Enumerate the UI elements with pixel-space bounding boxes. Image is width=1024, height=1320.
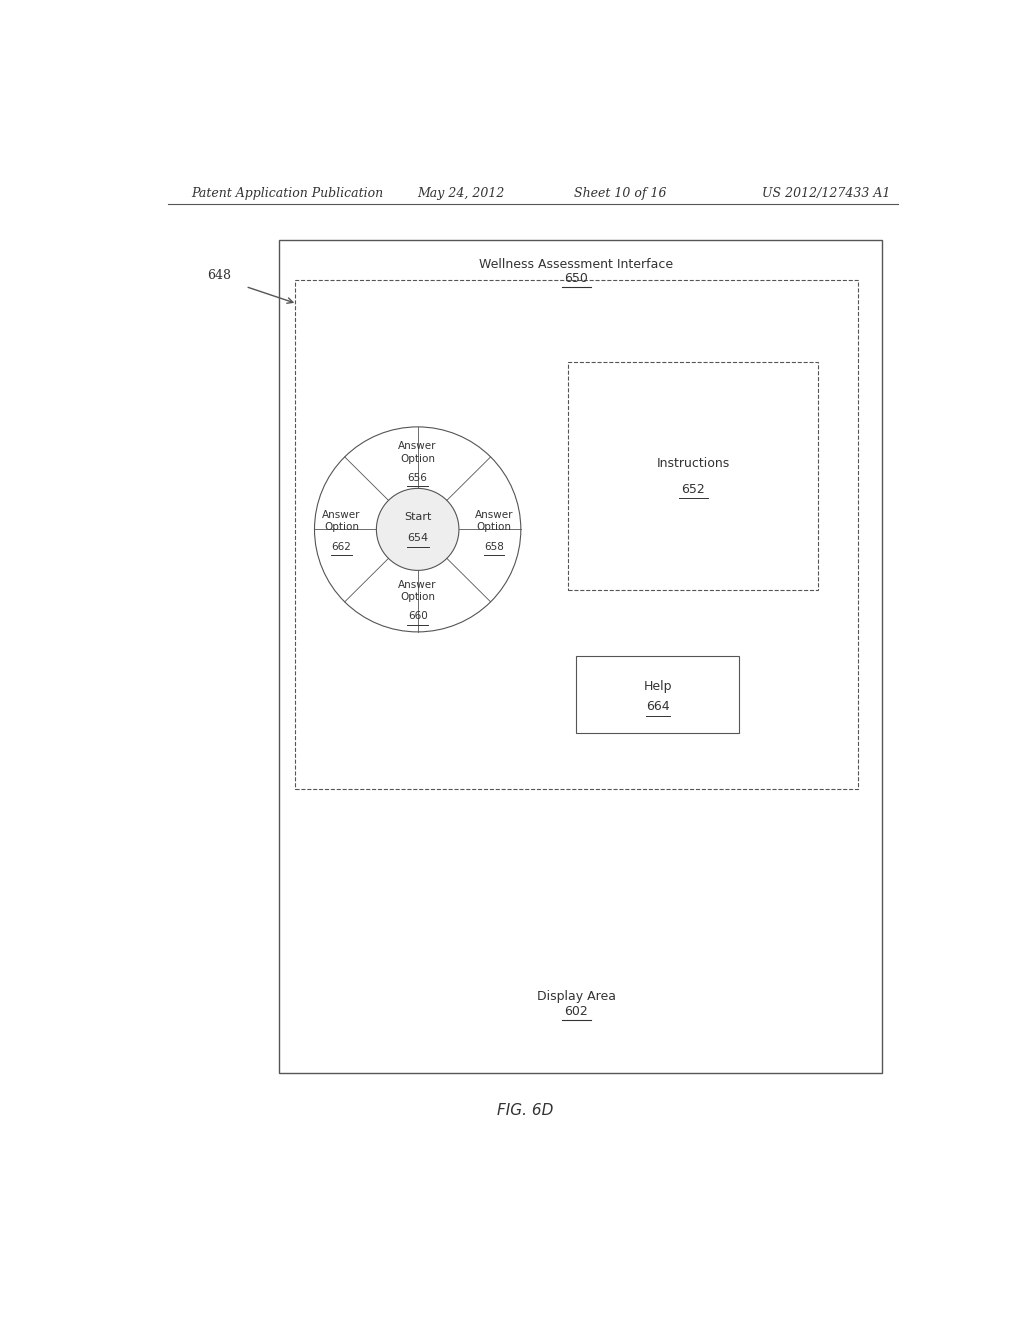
Text: 664: 664	[646, 700, 670, 713]
Text: 660: 660	[408, 611, 428, 622]
Text: FIG. 6D: FIG. 6D	[497, 1104, 553, 1118]
Text: 652: 652	[682, 483, 706, 496]
Text: Patent Application Publication: Patent Application Publication	[191, 187, 384, 201]
Text: 602: 602	[564, 1005, 588, 1018]
Text: Answer
Option: Answer Option	[398, 441, 437, 463]
Text: 658: 658	[484, 541, 504, 552]
Text: May 24, 2012: May 24, 2012	[418, 187, 505, 201]
Text: 656: 656	[408, 473, 428, 483]
Bar	[577, 656, 739, 733]
Bar	[568, 362, 818, 590]
Text: Answer
Option: Answer Option	[323, 510, 360, 532]
Text: 650: 650	[564, 272, 589, 285]
Text: 654: 654	[408, 532, 428, 543]
Text: Answer
Option: Answer Option	[398, 579, 437, 602]
Text: 648: 648	[207, 269, 231, 281]
Ellipse shape	[377, 488, 459, 570]
Bar	[295, 280, 858, 788]
Text: Answer
Option: Answer Option	[474, 510, 513, 532]
Text: US 2012/127433 A1: US 2012/127433 A1	[762, 187, 891, 201]
Text: Help: Help	[643, 680, 672, 693]
Text: Sheet 10 of 16: Sheet 10 of 16	[573, 187, 667, 201]
Text: Wellness Assessment Interface: Wellness Assessment Interface	[479, 257, 674, 271]
Text: 662: 662	[332, 541, 351, 552]
Text: Start: Start	[404, 512, 431, 523]
Bar	[279, 240, 882, 1073]
Text: Instructions: Instructions	[656, 457, 730, 470]
Text: Display Area: Display Area	[537, 990, 615, 1003]
